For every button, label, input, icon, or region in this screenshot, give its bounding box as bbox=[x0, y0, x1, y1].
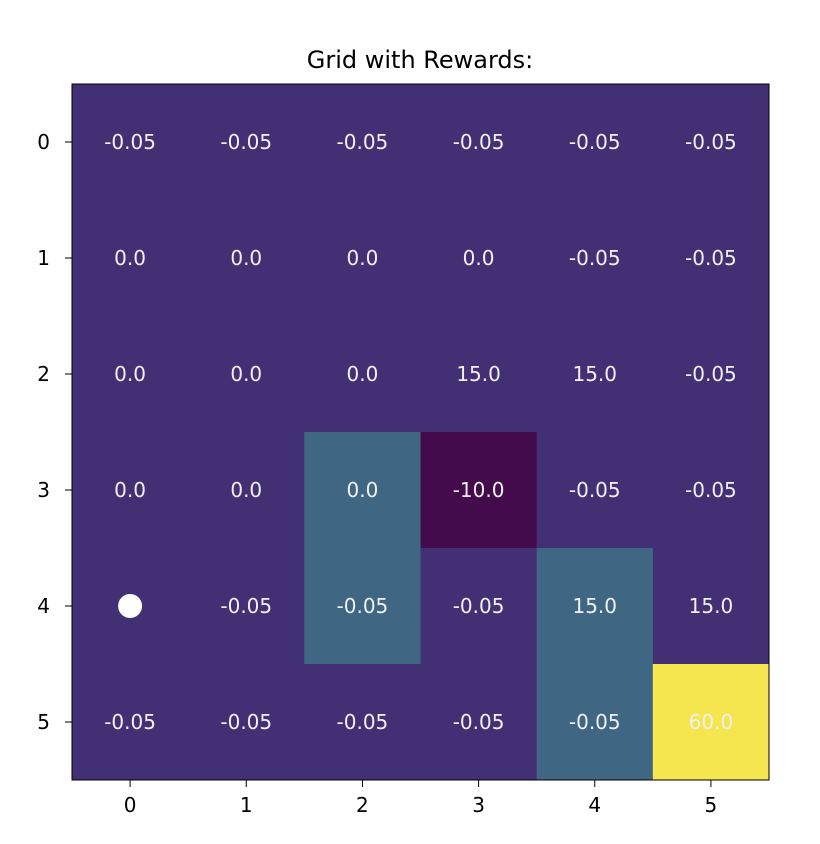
heatmap-cell-r3-c0 bbox=[72, 432, 189, 549]
heatmap-cell-r0-c4 bbox=[536, 84, 654, 201]
cell-label-r3-c3: -10.0 bbox=[453, 478, 505, 502]
heatmap-cell-r3-c3 bbox=[420, 432, 538, 549]
cell-label-r1-c3: 0.0 bbox=[463, 246, 495, 270]
plot-frame bbox=[71, 83, 770, 781]
cell-label-r3-c5: -0.05 bbox=[685, 478, 737, 502]
cell-label-r5-c5: 60.0 bbox=[689, 710, 734, 734]
cell-label-r1-c0: 0.0 bbox=[114, 246, 146, 270]
cell-label-r0-c1: -0.05 bbox=[220, 130, 272, 154]
heatmap-cell-r4-c2 bbox=[304, 548, 421, 665]
chart-title: Grid with Rewards: bbox=[307, 46, 534, 74]
heatmap-cell-r2-c0 bbox=[72, 316, 189, 433]
heatmap-cell-r2-c4 bbox=[536, 316, 654, 433]
y-tick-label-1: 1 bbox=[37, 246, 50, 270]
cell-label-r4-c4: 15.0 bbox=[572, 594, 617, 618]
cell-label-r3-c4: -0.05 bbox=[569, 478, 621, 502]
heatmap-cell-r0-c5 bbox=[652, 84, 770, 201]
heatmap-cell-r5-c0 bbox=[72, 664, 189, 781]
heatmap-cell-r2-c3 bbox=[420, 316, 538, 433]
agent-marker-layer bbox=[118, 594, 143, 618]
x-tick-label-0: 0 bbox=[124, 793, 137, 817]
heatmap-cell-r1-c2 bbox=[304, 200, 421, 317]
cell-label-r2-c5: -0.05 bbox=[685, 362, 737, 386]
y-tick-label-2: 2 bbox=[37, 362, 50, 386]
heatmap-cell-r5-c1 bbox=[188, 664, 305, 781]
heatmap-cell-r1-c4 bbox=[536, 200, 654, 317]
cell-label-r4-c2: -0.05 bbox=[337, 594, 389, 618]
heatmap-cell-r3-c1 bbox=[188, 432, 305, 549]
y-axis-ticks: 0 1 2 3 4 5 bbox=[37, 130, 72, 734]
heatmap-cell-r2-c1 bbox=[188, 316, 305, 433]
cell-label-r2-c3: 15.0 bbox=[456, 362, 501, 386]
cell-label-r3-c0: 0.0 bbox=[114, 478, 146, 502]
heatmap-cell-r1-c1 bbox=[188, 200, 305, 317]
cell-label-r5-c4: -0.05 bbox=[569, 710, 621, 734]
cell-label-r4-c3: -0.05 bbox=[453, 594, 505, 618]
heatmap-cell-r1-c5 bbox=[652, 200, 770, 317]
heatmap-cell-r3-c2 bbox=[304, 432, 421, 549]
cell-label-r1-c4: -0.05 bbox=[569, 246, 621, 270]
x-tick-label-4: 4 bbox=[588, 793, 601, 817]
cell-label-r3-c1: 0.0 bbox=[230, 478, 262, 502]
x-tick-label-5: 5 bbox=[705, 793, 718, 817]
x-tick-label-3: 3 bbox=[472, 793, 485, 817]
cell-label-r0-c5: -0.05 bbox=[685, 130, 737, 154]
cell-label-r5-c1: -0.05 bbox=[220, 710, 272, 734]
heatmap-cell-r0-c0 bbox=[72, 84, 189, 201]
heatmap-cell-r4-c1 bbox=[188, 548, 305, 665]
heatmap-cell-r5-c3 bbox=[420, 664, 538, 781]
cell-label-r3-c2: 0.0 bbox=[347, 478, 379, 502]
heatmap-cell-r0-c3 bbox=[420, 84, 538, 201]
heatmap-cell-r3-c4 bbox=[536, 432, 654, 549]
cell-label-r2-c1: 0.0 bbox=[230, 362, 262, 386]
heatmap-cell-r2-c2 bbox=[304, 316, 421, 433]
cell-label-r0-c2: -0.05 bbox=[337, 130, 389, 154]
y-tick-label-4: 4 bbox=[37, 594, 50, 618]
cell-label-r5-c0: -0.05 bbox=[104, 710, 156, 734]
heatmap-cell-r0-c1 bbox=[188, 84, 305, 201]
cell-label-r4-c5: 15.0 bbox=[689, 594, 734, 618]
heatmap-cell-r0-c2 bbox=[304, 84, 421, 201]
heatmap-cell-r1-c0 bbox=[72, 200, 189, 317]
heatmap-cell-r5-c5 bbox=[652, 664, 770, 781]
cell-label-r5-c3: -0.05 bbox=[453, 710, 505, 734]
cell-label-r1-c1: 0.0 bbox=[230, 246, 262, 270]
cell-label-r4-c1: -0.05 bbox=[220, 594, 272, 618]
heatmap-cell-r2-c5 bbox=[652, 316, 770, 433]
x-tick-label-2: 2 bbox=[356, 793, 369, 817]
heatmap-cell-r4-c3 bbox=[420, 548, 538, 665]
cell-label-r0-c4: -0.05 bbox=[569, 130, 621, 154]
cell-label-r0-c0: -0.05 bbox=[104, 130, 156, 154]
cell-label-r2-c0: 0.0 bbox=[114, 362, 146, 386]
heatmap-cells bbox=[72, 84, 770, 781]
x-axis-ticks: 0 1 2 3 4 5 bbox=[124, 780, 718, 817]
cell-labels: -0.05 -0.05 -0.05 -0.05 -0.05 -0.05 0.0 0.0 0.0 0… bbox=[104, 130, 737, 734]
cell-label-r1-c5: -0.05 bbox=[685, 246, 737, 270]
y-tick-label-3: 3 bbox=[37, 478, 50, 502]
x-tick-label-1: 1 bbox=[240, 793, 253, 817]
cell-label-r0-c3: -0.05 bbox=[453, 130, 505, 154]
heatmap-cell-r3-c5 bbox=[652, 432, 770, 549]
agent-marker bbox=[118, 594, 143, 618]
y-tick-label-0: 0 bbox=[37, 130, 50, 154]
heatmap-cell-r5-c4 bbox=[536, 664, 654, 781]
heatmap-cell-r1-c3 bbox=[420, 200, 538, 317]
y-tick-label-5: 5 bbox=[37, 710, 50, 734]
heatmap-cell-r5-c2 bbox=[304, 664, 421, 781]
cell-label-r2-c2: 0.0 bbox=[347, 362, 379, 386]
heatmap-cell-r4-c4 bbox=[536, 548, 654, 665]
cell-label-r5-c2: -0.05 bbox=[337, 710, 389, 734]
heatmap-cell-r4-c5 bbox=[652, 548, 770, 665]
cell-label-r1-c2: 0.0 bbox=[347, 246, 379, 270]
cell-label-r2-c4: 15.0 bbox=[572, 362, 617, 386]
